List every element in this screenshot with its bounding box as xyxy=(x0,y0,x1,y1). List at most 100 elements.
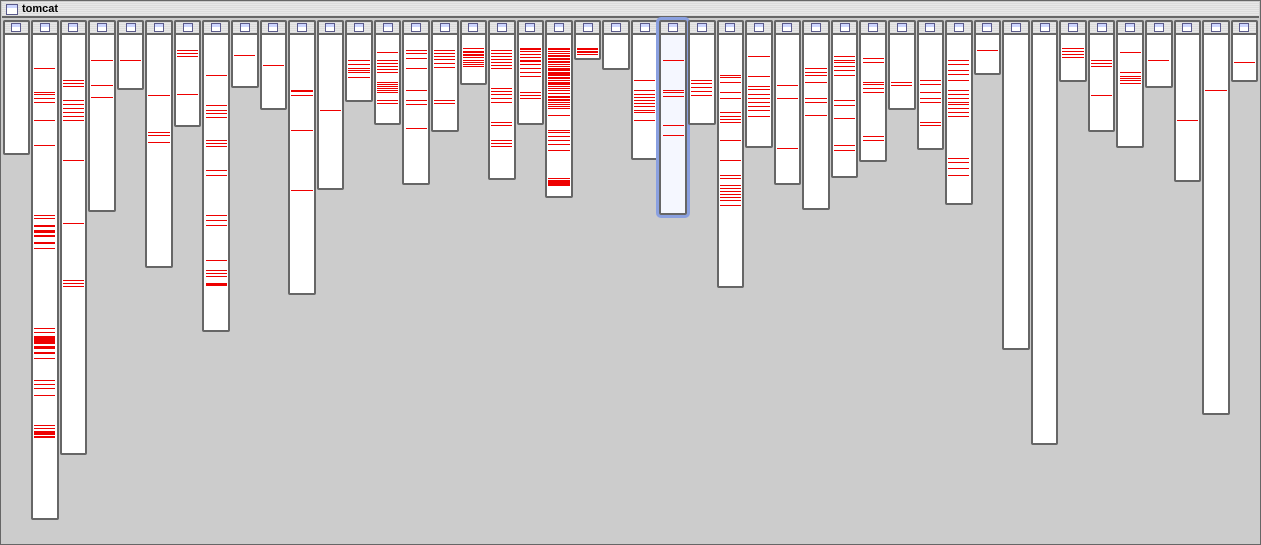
file-frame[interactable] xyxy=(1088,20,1116,132)
file-frame[interactable] xyxy=(1174,20,1202,182)
file-frame[interactable] xyxy=(945,20,973,205)
file-titlebar[interactable] xyxy=(119,22,143,35)
file-titlebar[interactable] xyxy=(262,22,286,35)
change-mark xyxy=(720,140,741,141)
file-frame[interactable] xyxy=(1059,20,1087,82)
file-titlebar[interactable] xyxy=(290,22,314,35)
file-titlebar[interactable] xyxy=(547,22,571,35)
file-titlebar[interactable] xyxy=(62,22,86,35)
file-frame[interactable] xyxy=(1031,20,1059,445)
file-frame[interactable] xyxy=(517,20,545,125)
file-titlebar[interactable] xyxy=(147,22,171,35)
file-frame[interactable] xyxy=(260,20,288,110)
change-mark xyxy=(663,125,684,126)
file-titlebar[interactable] xyxy=(204,22,228,35)
file-frame[interactable] xyxy=(402,20,430,185)
file-frame-selected[interactable] xyxy=(659,20,687,215)
file-frame[interactable] xyxy=(688,20,716,125)
file-titlebar[interactable] xyxy=(5,22,29,35)
file-frame[interactable] xyxy=(231,20,259,88)
file-frame[interactable] xyxy=(1202,20,1230,415)
file-titlebar[interactable] xyxy=(319,22,343,35)
file-frame[interactable] xyxy=(288,20,316,295)
file-frame[interactable] xyxy=(88,20,116,212)
change-mark xyxy=(720,119,741,120)
file-frame[interactable] xyxy=(488,20,516,180)
file-titlebar[interactable] xyxy=(519,22,543,35)
file-body xyxy=(919,35,943,148)
file-frame[interactable] xyxy=(1116,20,1144,148)
file-titlebar[interactable] xyxy=(890,22,914,35)
file-frame[interactable] xyxy=(431,20,459,132)
file-titlebar[interactable] xyxy=(233,22,257,35)
file-frame[interactable] xyxy=(917,20,945,150)
file-frame[interactable] xyxy=(574,20,602,60)
file-titlebar[interactable] xyxy=(633,22,657,35)
file-titlebar[interactable] xyxy=(661,22,685,35)
file-titlebar[interactable] xyxy=(719,22,743,35)
file-titlebar[interactable] xyxy=(1004,22,1028,35)
file-frame[interactable] xyxy=(460,20,488,85)
file-titlebar[interactable] xyxy=(690,22,714,35)
file-titlebar[interactable] xyxy=(347,22,371,35)
file-titlebar[interactable] xyxy=(1204,22,1228,35)
file-frame[interactable] xyxy=(774,20,802,185)
file-titlebar[interactable] xyxy=(1033,22,1057,35)
change-mark xyxy=(748,94,769,95)
file-frame[interactable] xyxy=(631,20,659,160)
file-titlebar[interactable] xyxy=(604,22,628,35)
file-titlebar[interactable] xyxy=(804,22,828,35)
project-header[interactable]: tomcat xyxy=(2,2,1259,18)
file-titlebar[interactable] xyxy=(90,22,114,35)
file-frame[interactable] xyxy=(374,20,402,125)
file-titlebar[interactable] xyxy=(747,22,771,35)
file-titlebar[interactable] xyxy=(33,22,57,35)
file-titlebar[interactable] xyxy=(976,22,1000,35)
file-frame[interactable] xyxy=(859,20,887,162)
file-frame[interactable] xyxy=(345,20,373,102)
file-frame[interactable] xyxy=(745,20,773,148)
file-frame[interactable] xyxy=(802,20,830,210)
file-frame[interactable] xyxy=(202,20,230,332)
file-titlebar[interactable] xyxy=(1118,22,1142,35)
file-frame[interactable] xyxy=(31,20,59,520)
file-frame[interactable] xyxy=(1231,20,1259,82)
file-titlebar[interactable] xyxy=(376,22,400,35)
file-titlebar[interactable] xyxy=(947,22,971,35)
file-frame[interactable] xyxy=(317,20,345,190)
file-frame[interactable] xyxy=(602,20,630,70)
file-titlebar[interactable] xyxy=(490,22,514,35)
file-titlebar[interactable] xyxy=(1233,22,1257,35)
file-titlebar[interactable] xyxy=(1061,22,1085,35)
file-frame[interactable] xyxy=(117,20,145,90)
file-titlebar[interactable] xyxy=(1176,22,1200,35)
change-mark xyxy=(520,72,541,73)
file-titlebar[interactable] xyxy=(404,22,428,35)
file-titlebar[interactable] xyxy=(1147,22,1171,35)
file-frame[interactable] xyxy=(888,20,916,110)
change-mark xyxy=(863,58,884,59)
file-frame[interactable] xyxy=(174,20,202,127)
file-titlebar[interactable] xyxy=(176,22,200,35)
file-titlebar[interactable] xyxy=(433,22,457,35)
file-frame[interactable] xyxy=(974,20,1002,75)
file-frame[interactable] xyxy=(717,20,745,288)
file-icon xyxy=(1011,23,1021,32)
file-frame[interactable] xyxy=(831,20,859,178)
file-frame[interactable] xyxy=(545,20,573,198)
file-frame[interactable] xyxy=(145,20,173,268)
file-frame[interactable] xyxy=(60,20,88,455)
file-titlebar[interactable] xyxy=(462,22,486,35)
file-icon xyxy=(1125,23,1135,32)
file-titlebar[interactable] xyxy=(919,22,943,35)
file-titlebar[interactable] xyxy=(861,22,885,35)
change-mark xyxy=(491,62,512,63)
file-titlebar[interactable] xyxy=(833,22,857,35)
file-frame[interactable] xyxy=(1145,20,1173,88)
file-titlebar[interactable] xyxy=(1090,22,1114,35)
file-titlebar[interactable] xyxy=(776,22,800,35)
file-frame[interactable] xyxy=(3,20,31,155)
file-frame[interactable] xyxy=(1002,20,1030,350)
file-titlebar[interactable] xyxy=(576,22,600,35)
file-icon xyxy=(782,23,792,32)
